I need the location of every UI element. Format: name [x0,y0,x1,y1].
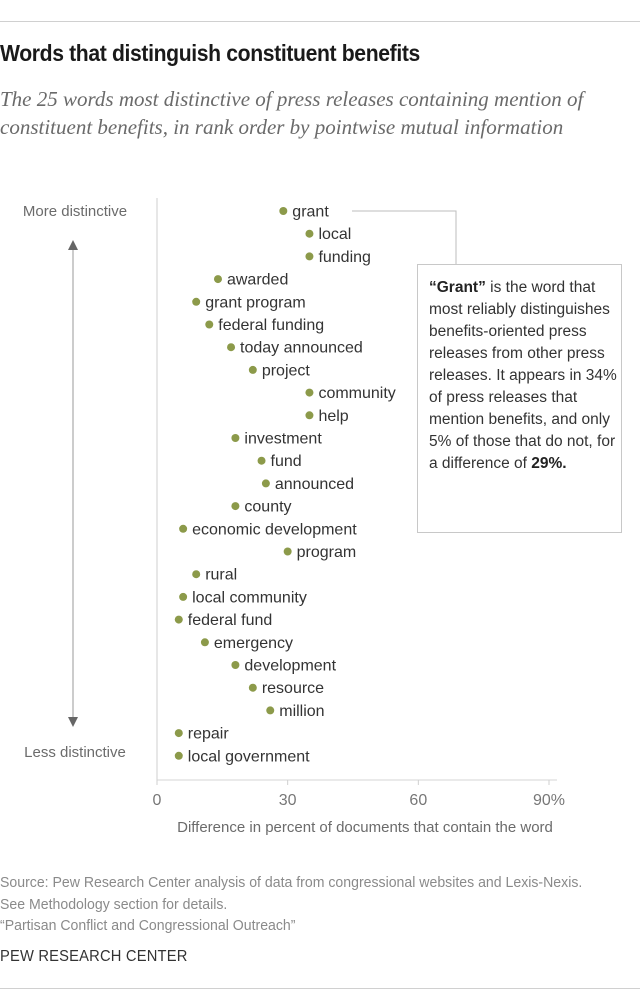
data-label: announced [275,476,354,493]
x-tick-label: 0 [153,792,162,809]
data-point-group: community [305,385,396,402]
source-line: Source: Pew Research Center analysis of … [0,874,583,913]
data-label: community [318,385,395,402]
data-point [179,524,188,533]
data-point-group: help [305,408,349,425]
data-point-group: local [305,226,351,243]
callout-leader-line [352,210,457,264]
data-label: emergency [214,635,293,652]
data-point [174,615,183,624]
data-label: resource [262,680,324,697]
y-label-top: More distinctive [23,203,127,220]
source-note: Source: Pew Research Center analysis of … [0,872,592,937]
arrow-up-icon [68,240,78,250]
data-label: program [297,544,357,561]
x-tick-label: 90% [533,792,565,809]
data-point [231,502,240,511]
data-point-group: funding [305,249,371,266]
data-point-group: project [248,362,311,379]
data-point [266,706,275,715]
data-label: federal funding [218,317,324,334]
data-point-group: county [231,499,292,516]
data-label: funding [318,249,371,266]
data-label: awarded [227,272,288,289]
data-label: grant [292,204,329,221]
data-point-group: grant [279,204,329,221]
data-point [261,479,270,488]
data-point-group: resource [248,680,324,697]
data-point [305,229,314,238]
data-point-group: million [266,703,325,720]
data-point [179,592,188,601]
data-point [248,365,257,374]
data-label: local community [192,589,307,606]
data-point [248,683,257,692]
data-point [205,320,214,329]
data-label: development [244,658,336,675]
data-point-group: local community [179,589,307,606]
data-label: fund [271,453,302,470]
data-point-group: economic development [179,521,357,538]
data-point [305,411,314,420]
bottom-rule [0,988,640,989]
y-label-bottom: Less distinctive [24,744,126,761]
data-label: federal fund [188,612,273,629]
data-point [283,547,292,556]
data-point [174,751,183,760]
data-point [227,343,236,352]
data-point-group: federal fund [174,612,273,629]
data-point-group: awarded [213,272,288,289]
data-label: today announced [240,340,363,357]
data-point-group: federal funding [205,317,324,334]
grant-annotation-box: “Grant” is the word that most reliably d… [417,264,622,533]
data-point [231,434,240,442]
data-point [257,456,266,465]
chart-subtitle: The 25 words most distinctive of press r… [0,87,584,139]
x-tick-label: 60 [409,792,427,809]
data-label: repair [188,726,230,743]
data-label: local [318,226,351,243]
data-label: help [318,408,348,425]
data-point-group: today announced [227,340,363,357]
data-point-group: development [231,658,337,675]
data-point-group: local government [174,748,310,765]
report-title: “Partisan Conflict and Congressional Out… [0,917,296,934]
x-axis-title: Difference in percent of documents that … [177,819,553,836]
data-point-group: rural [192,567,237,584]
data-point-group: repair [174,726,230,743]
data-point [174,729,183,738]
data-point [279,207,288,215]
data-label: economic development [192,521,357,538]
data-point [200,638,209,647]
callout-bold-lead: “Grant” [429,279,486,296]
data-point-group: investment [231,431,322,448]
data-point [305,252,314,261]
data-label: million [279,703,324,720]
data-point-group: fund [257,453,302,470]
data-point [305,388,314,397]
chart-plot: 0 30 60 90% grant local funding awarded grant p… [23,198,565,836]
data-label: investment [244,431,322,448]
data-label: grant program [205,294,306,311]
data-label: rural [205,567,237,584]
callout-text: is the word that most reliably distingui… [429,279,617,472]
data-label: project [262,362,311,379]
chart-title: Words that distinguish constituent benef… [0,40,420,66]
data-point-group: announced [261,476,354,493]
x-tick-label: 30 [279,792,297,809]
data-point [192,297,201,306]
data-point-group: grant program [192,294,306,311]
brand-logo-text: PEW RESEARCH CENTER [0,948,188,965]
top-rule [0,21,640,22]
data-label: local government [188,748,310,765]
data-point [213,275,222,284]
data-point [192,570,201,579]
arrow-down-icon [68,717,78,727]
data-point-group: emergency [200,635,293,652]
data-point-group: program [283,544,357,561]
data-point [231,661,240,669]
callout-bold-end: 29%. [531,455,567,472]
data-label: county [244,499,291,516]
